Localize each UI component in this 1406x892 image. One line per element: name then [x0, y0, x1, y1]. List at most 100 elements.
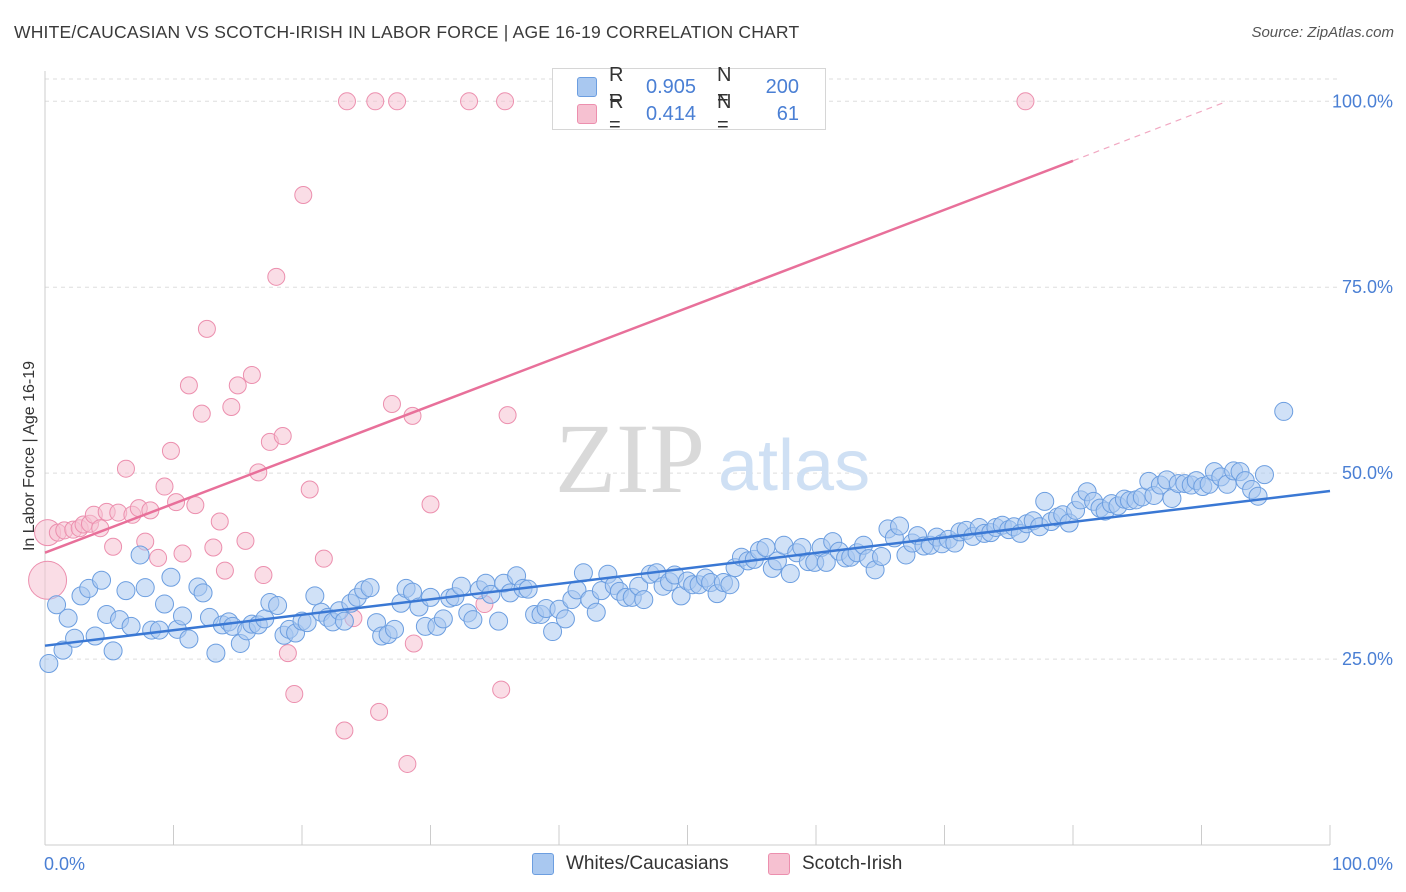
whites-caucasians-point: [816, 552, 836, 572]
r-label: R =: [609, 91, 624, 136]
scotch-irish-point: [300, 480, 319, 499]
scotch-irish-point: [1016, 92, 1035, 111]
r-value: 0.414: [645, 102, 697, 125]
r-value: 0.905: [645, 75, 697, 98]
scotch-irish-point: [278, 644, 297, 663]
scotch-irish-point: [267, 267, 286, 286]
scotch-irish-point: [242, 365, 261, 384]
scotch-irish-point: [104, 537, 123, 556]
scotch-irish-point: [421, 495, 440, 514]
chart-title: WHITE/CAUCASIAN VS SCOTCH-IRISH IN LABOR…: [14, 22, 800, 42]
n-value: 200: [765, 75, 799, 98]
scotch-irish-point: [492, 680, 511, 699]
stats-legend: R = 0.905 N = 200 R = 0.414 N = 61: [552, 64, 826, 136]
whites-caucasians-point: [206, 643, 226, 663]
scotch-irish-point: [337, 92, 356, 111]
source-label: Source: ZipAtlas.com: [1251, 24, 1394, 41]
scotch-irish-point: [273, 426, 292, 445]
pink-swatch: [577, 104, 597, 124]
pink-swatch: [768, 853, 790, 875]
whites-caucasians-point: [433, 609, 453, 629]
whites-caucasians-point: [39, 654, 59, 674]
whites-caucasians-point: [720, 575, 740, 595]
scotch-irish-point: [222, 397, 241, 416]
scotch-irish-point: [228, 376, 247, 395]
scotch-irish-point: [382, 394, 401, 413]
scotch-irish-point: [173, 544, 192, 563]
scotch-irish-point: [314, 549, 333, 568]
y-tick-label: 75.0%: [1342, 277, 1393, 297]
legend-label: Whites/Caucasians: [566, 853, 729, 874]
scotch-irish-point: [192, 404, 211, 423]
n-value: 61: [776, 102, 799, 125]
n-label: N =: [717, 64, 732, 109]
whites-caucasians-point: [58, 608, 78, 628]
scotch-irish-point: [398, 754, 417, 773]
whites-caucasians-point: [179, 629, 199, 649]
scotch-irish-point: [215, 561, 234, 580]
scotch-irish-point: [155, 477, 174, 496]
watermark-zip: ZIP: [555, 403, 705, 514]
scotch-irish-point: [366, 92, 385, 111]
whites-caucasians-point: [155, 594, 175, 614]
whites-caucasians-point: [463, 610, 483, 630]
scotch-irish-points: [28, 92, 1035, 773]
whites-caucasians-point: [385, 619, 405, 639]
whites-caucasians-point: [53, 640, 73, 660]
scotch-irish-point: [294, 186, 313, 205]
whites-caucasians-point: [135, 578, 155, 598]
whites-caucasians-point: [161, 567, 181, 587]
whites-caucasians-point: [116, 581, 136, 601]
whites-caucasians-point: [890, 516, 910, 536]
x-tick-label: 100.0%: [1332, 854, 1393, 874]
whites-caucasians-point: [85, 626, 105, 646]
whites-caucasians-point: [334, 611, 354, 631]
grid-lines: [45, 78, 1340, 660]
scotch-irish-point: [388, 92, 407, 111]
scotch-irish-point: [204, 538, 223, 557]
whites-caucasians-point: [780, 564, 800, 584]
whites-caucasians-point: [872, 546, 892, 566]
scotch-irish-trendline-extension: [1072, 100, 1228, 162]
scotch-irish-point: [186, 496, 205, 515]
scotch-irish-point: [197, 319, 216, 338]
watermark: ZIP atlas: [555, 403, 870, 514]
scotch-irish-point: [116, 459, 135, 478]
y-tick-label: 25.0%: [1342, 649, 1393, 669]
scotch-irish-point: [285, 685, 304, 704]
n-label: N =: [717, 91, 732, 136]
r-label: R =: [609, 64, 624, 109]
whites-caucasians-point: [1274, 401, 1294, 421]
scotch-irish-point: [254, 566, 273, 585]
blue-swatch: [532, 853, 554, 875]
legend-label: Scotch-Irish: [802, 853, 903, 874]
legend-item-whites: Whites/Caucasians: [532, 852, 729, 876]
scotch-irish-point: [179, 376, 198, 395]
x-tick-label: 0.0%: [44, 854, 85, 874]
scotch-irish-point: [236, 531, 255, 550]
scotch-irish-point: [28, 560, 68, 600]
whites-caucasians-point: [305, 586, 325, 606]
whites-caucasians-point: [489, 611, 509, 631]
blue-swatch: [577, 77, 597, 97]
stats-row-scotch-irish: R = 0.414 N = 61: [577, 91, 799, 136]
scotch-irish-point: [149, 548, 168, 567]
whites-caucasians-point: [1035, 491, 1055, 511]
whites-caucasians-point: [451, 576, 471, 596]
whites-caucasians-point: [47, 595, 67, 615]
whites-caucasians-point: [172, 606, 192, 626]
scotch-irish-point: [404, 634, 423, 653]
scotch-irish-point: [335, 721, 354, 740]
whites-caucasians-point: [360, 578, 380, 598]
scotch-irish-trendline: [44, 159, 1074, 554]
whites-caucasians-point: [1248, 486, 1268, 506]
stats-row-whites: R = 0.905 N = 200: [577, 64, 799, 109]
whites-caucasians-point: [586, 602, 606, 622]
y-tick-label: 100.0%: [1332, 91, 1393, 111]
whites-caucasians-point: [543, 622, 563, 642]
whites-caucasians-point: [130, 545, 150, 565]
legend-item-scotch-irish: Scotch-Irish: [768, 852, 902, 876]
scotch-irish-point: [161, 441, 180, 460]
whites-caucasians-point: [481, 584, 501, 604]
scotch-irish-point: [496, 92, 515, 111]
